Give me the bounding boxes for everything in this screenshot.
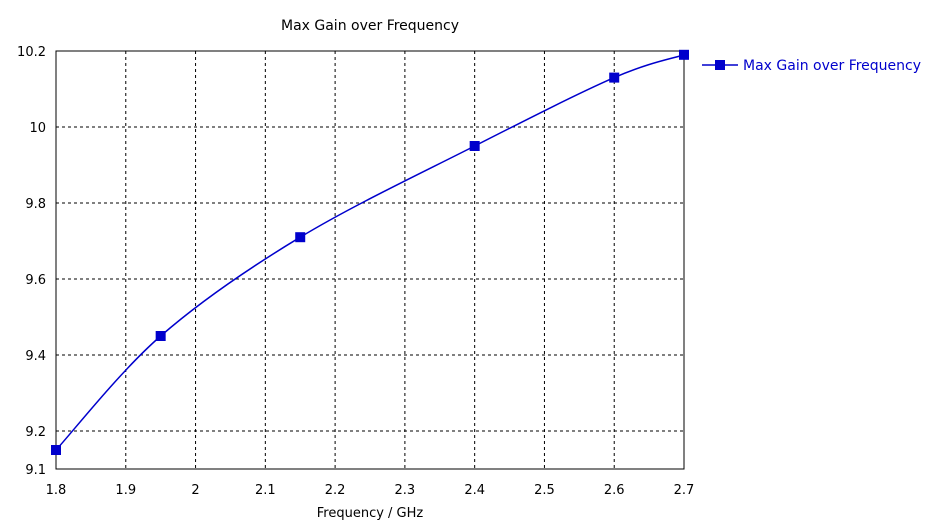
data-point-marker xyxy=(679,49,689,60)
y-tick-label: 9.1 xyxy=(25,463,46,478)
legend-marker xyxy=(715,60,725,70)
y-tick-label: 9.4 xyxy=(25,349,46,364)
x-axis-label: Frequency / GHz xyxy=(317,506,424,521)
x-tick-label: 2.2 xyxy=(325,483,346,498)
x-tick-label: 2.6 xyxy=(604,483,625,498)
chart-title: Max Gain over Frequency xyxy=(281,18,459,34)
x-axis-ticks: 1.8 1.9 2 2.1 2.2 2.3 2.4 2.5 2.6 2.7 xyxy=(46,483,695,498)
data-point-marker xyxy=(155,331,166,341)
x-tick-label: 2.7 xyxy=(674,483,695,498)
x-tick-label: 1.9 xyxy=(115,483,136,498)
series-layer xyxy=(51,49,689,455)
data-point-marker xyxy=(609,72,620,83)
x-tick-label: 2.1 xyxy=(255,483,276,498)
legend: Max Gain over Frequency xyxy=(702,58,921,74)
legend-label: Max Gain over Frequency xyxy=(743,58,921,74)
x-tick-label: 1.8 xyxy=(46,483,67,498)
x-tick-label: 2.3 xyxy=(395,483,416,498)
y-tick-label: 9.2 xyxy=(25,425,46,440)
x-tick-label: 2.4 xyxy=(464,483,485,498)
y-tick-label: 9.6 xyxy=(25,273,46,288)
data-point-marker xyxy=(295,232,306,243)
x-tick-label: 2.5 xyxy=(534,483,555,498)
grid-lines xyxy=(56,51,684,469)
y-tick-label: 10 xyxy=(29,121,46,136)
data-point-marker xyxy=(469,141,480,151)
y-tick-label: 9.8 xyxy=(25,197,46,212)
data-point-marker xyxy=(51,445,61,455)
plot-area xyxy=(55,50,685,470)
x-tick-label: 2 xyxy=(191,483,199,498)
y-axis-ticks: 9.1 9.2 9.4 9.6 9.8 10 10.2 xyxy=(17,45,46,478)
y-tick-label: 10.2 xyxy=(17,45,46,60)
